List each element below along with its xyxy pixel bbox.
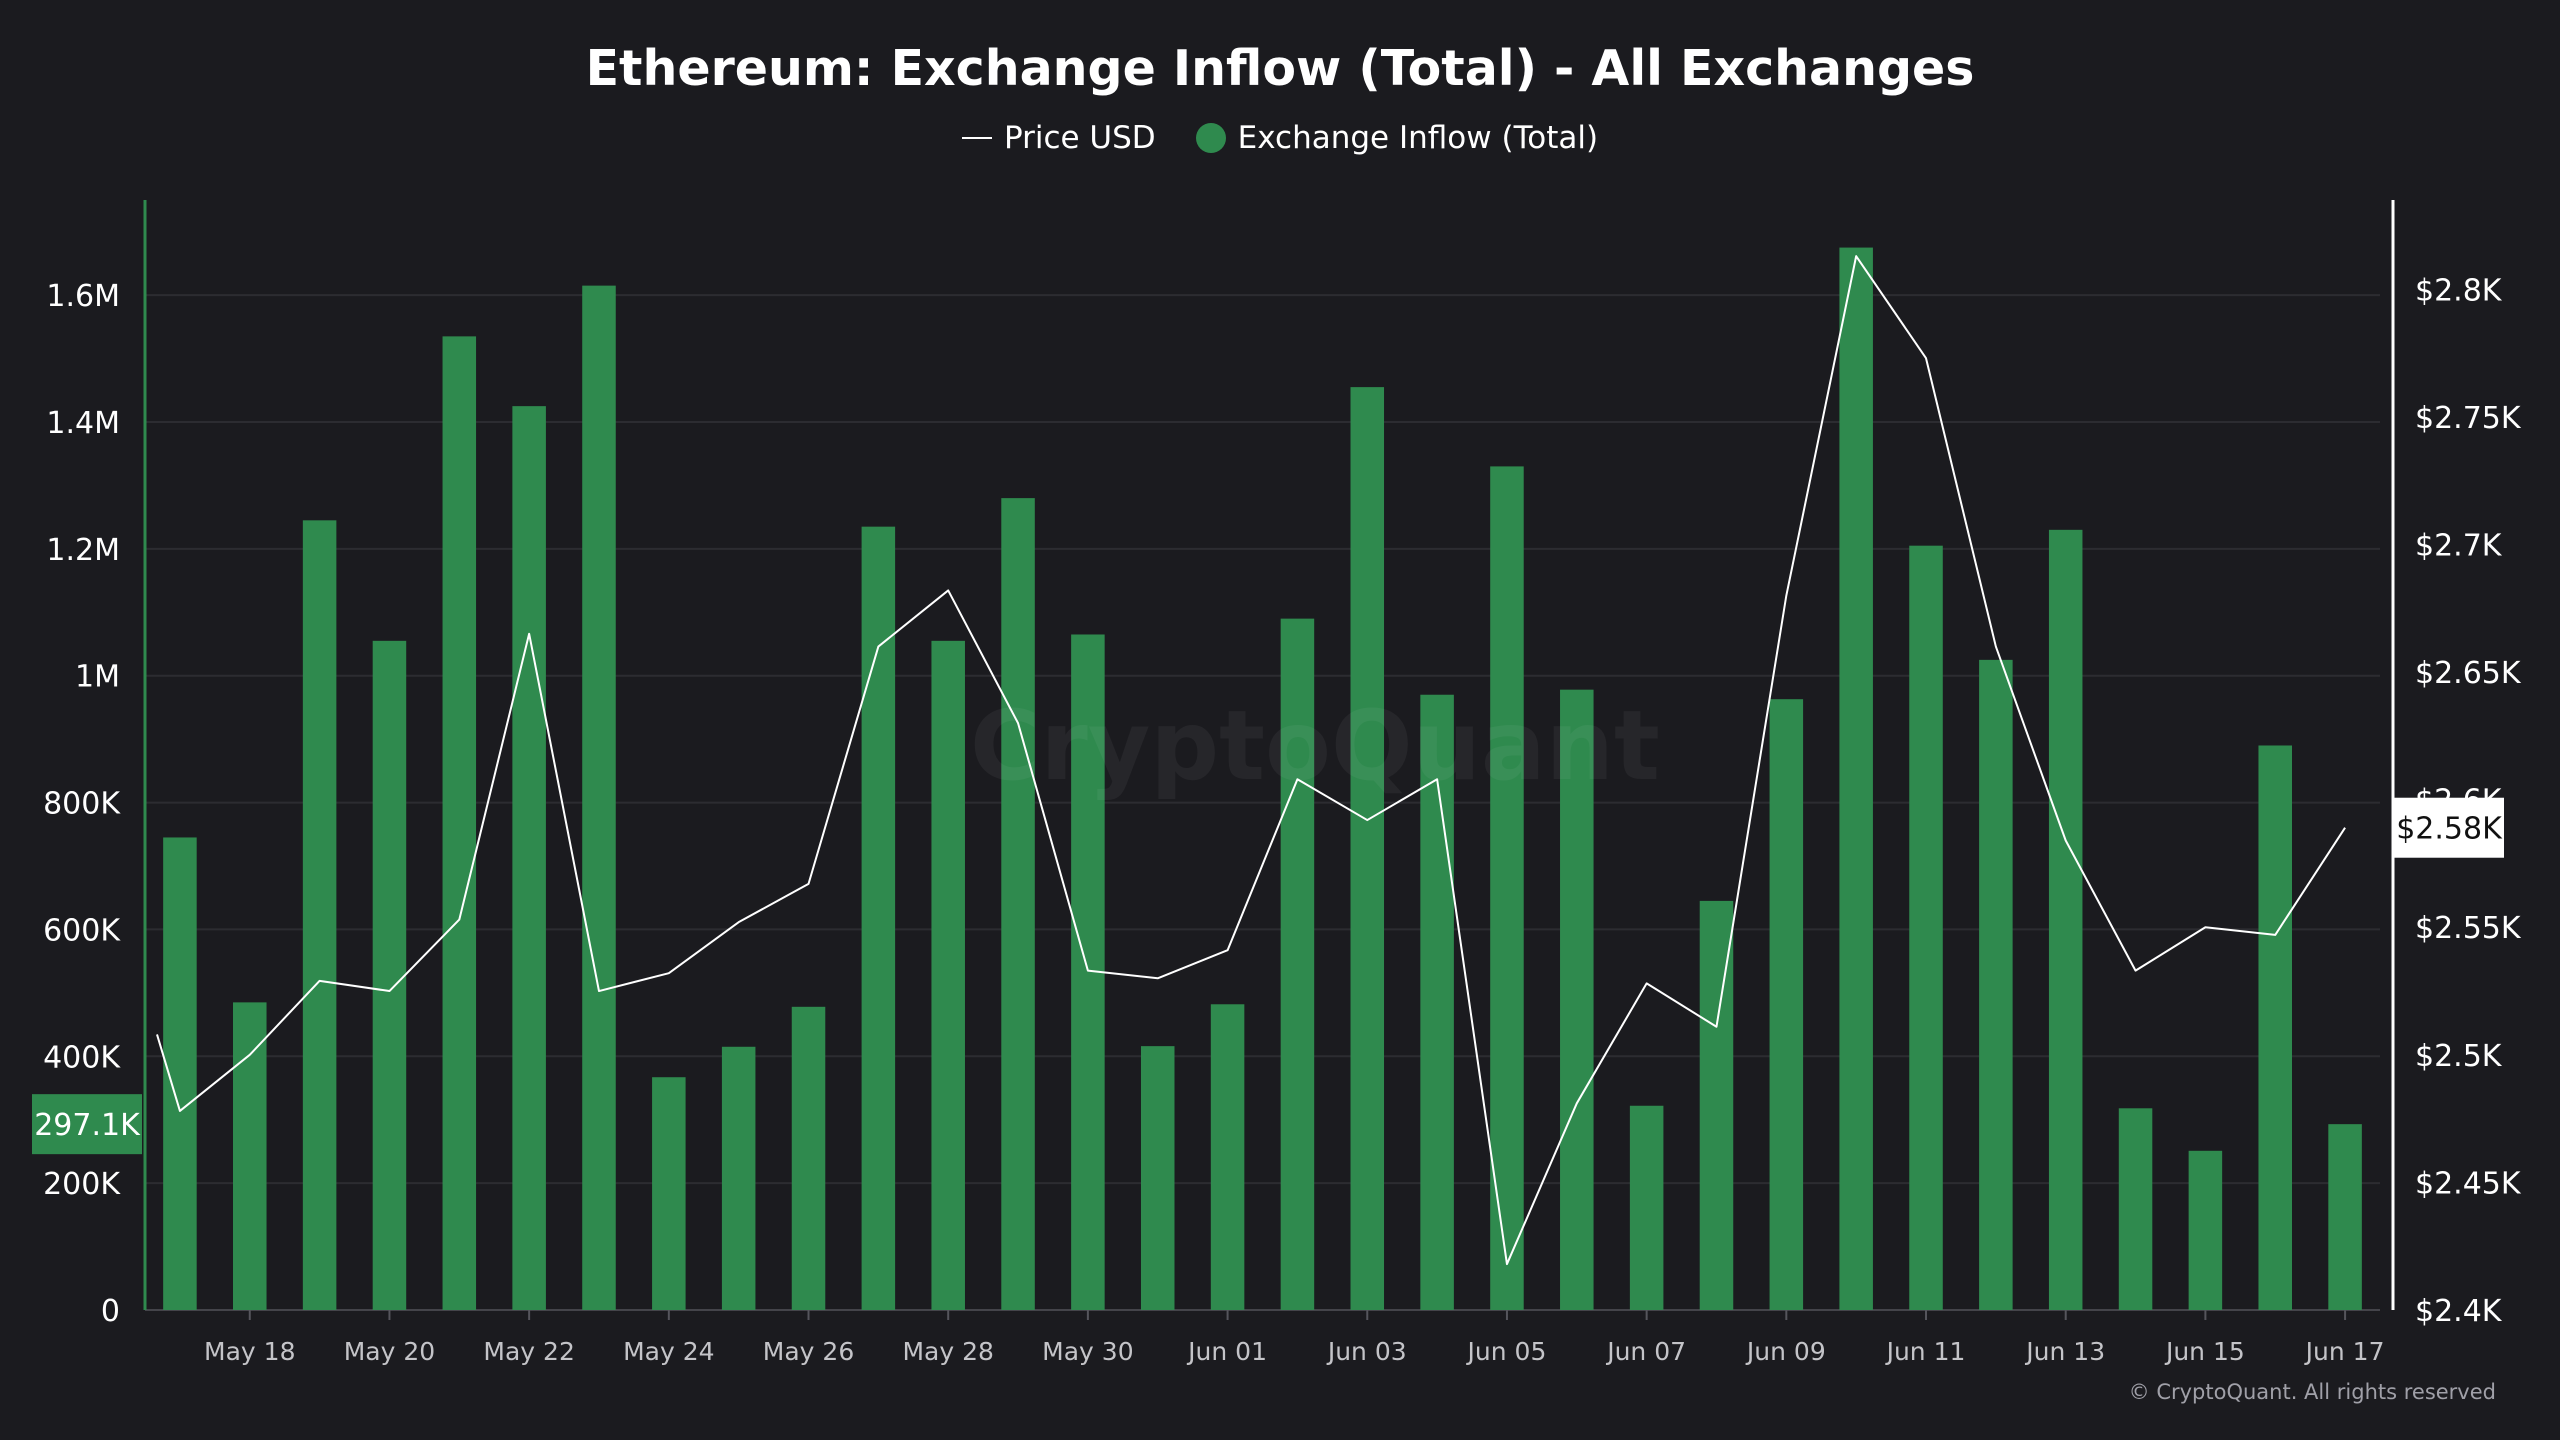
left-last-value-badge [32, 1094, 142, 1155]
bar [2328, 1124, 2362, 1310]
left-axis-tick-label: 1.6M [46, 279, 120, 314]
x-axis-tick-label: May 22 [483, 1337, 574, 1366]
bar [2048, 529, 2083, 1310]
x-axis-tick-label: May 28 [902, 1337, 993, 1366]
bar [1350, 387, 1385, 1311]
x-axis-tick-label: Jun 15 [2164, 1337, 2245, 1366]
left-axis-tick-label: 0 [101, 1294, 120, 1329]
bar [721, 1046, 756, 1310]
left-axis-tick-label: 1.2M [46, 533, 120, 568]
bar [2188, 1150, 2223, 1310]
x-axis-tick-label: May 30 [1042, 1337, 1133, 1366]
right-axis-tick-label: $2.75K [2415, 401, 2522, 436]
bar [1001, 498, 1035, 1311]
bar [1280, 618, 1315, 1310]
x-axis-tick-label: May 26 [763, 1337, 854, 1366]
bar [652, 1077, 686, 1310]
x-axis-tick-label: May 20 [344, 1337, 435, 1366]
right-axis-tick-label: $2.4K [2415, 1294, 2503, 1329]
left-axis-tick-label: 1.4M [46, 406, 120, 441]
bar [1769, 699, 1804, 1310]
legend: Price USD Exchange Inflow (Total) [0, 120, 2560, 156]
bar [1560, 689, 1594, 1310]
x-axis-tick-label: Jun 09 [1745, 1337, 1826, 1366]
bar [791, 1006, 826, 1310]
bar [931, 640, 965, 1310]
right-axis-tick-label: $2.55K [2415, 911, 2522, 946]
left-axis-tick-label: 800K [43, 787, 121, 822]
bar [1909, 545, 1943, 1310]
x-axis-tick-label: May 24 [623, 1337, 714, 1366]
x-axis-tick-label: Jun 03 [1326, 1337, 1407, 1366]
bar [582, 285, 616, 1311]
right-last-value-label: $2.58K [2396, 812, 2503, 847]
bar [442, 336, 477, 1310]
bar [861, 526, 896, 1310]
bar [1210, 1004, 1245, 1310]
bar [1979, 659, 2013, 1310]
x-axis-tick-label: Jun 13 [2024, 1337, 2105, 1366]
x-axis-tick-label: Jun 07 [1605, 1337, 1686, 1366]
legend-item-inflow[interactable]: Exchange Inflow (Total) [1195, 120, 1599, 156]
bar [2258, 745, 2292, 1310]
copyright: © CryptoQuant. All rights reserved [2128, 1380, 2496, 1404]
legend-dot-icon [1195, 123, 1226, 153]
bar [1699, 900, 1734, 1310]
right-axis-tick-label: $2.45K [2415, 1166, 2522, 1201]
right-axis-tick-label: $2.7K [2415, 528, 2503, 563]
bar [512, 406, 546, 1311]
legend-label-inflow: Exchange Inflow (Total) [1237, 120, 1599, 156]
legend-label-price: Price USD [1003, 120, 1156, 156]
bar [1490, 466, 1524, 1310]
right-axis-tick-label: $2.65K [2415, 656, 2522, 691]
price-line [156, 255, 2346, 1266]
bar [302, 520, 337, 1310]
x-axis-tick-label: May 18 [204, 1337, 295, 1366]
legend-item-price[interactable]: Price USD [961, 120, 1156, 156]
x-axis-tick-label: Jun 05 [1466, 1337, 1547, 1366]
bar [2118, 1108, 2153, 1310]
right-last-value-badge [2394, 797, 2504, 858]
watermark: CryptoQuant [970, 690, 1660, 802]
bar [1140, 1046, 1175, 1310]
bar [1420, 694, 1454, 1310]
x-axis-tick-label: Jun 17 [2304, 1337, 2385, 1366]
left-axis-tick-label: 200K [43, 1167, 121, 1202]
bar [1839, 247, 1873, 1311]
left-axis-tick-label: 400K [43, 1040, 121, 1075]
bar [233, 1002, 267, 1310]
x-axis-tick-label: Jun 01 [1186, 1337, 1267, 1366]
left-axis-tick-label: 1M [75, 660, 120, 695]
right-axis-tick-label: $2.5K [2415, 1039, 2503, 1074]
chart-title: Ethereum: Exchange Inflow (Total) - All … [585, 40, 1975, 97]
right-axis-tick-label: $2.8K [2415, 273, 2503, 308]
x-axis-tick-label: Jun 11 [1885, 1337, 1966, 1366]
left-axis-tick-label: 600K [43, 913, 121, 948]
bar [372, 640, 407, 1310]
legend-line-icon [961, 137, 992, 139]
left-last-value-label: 297.1K [34, 1108, 141, 1143]
bar [1629, 1105, 1664, 1310]
